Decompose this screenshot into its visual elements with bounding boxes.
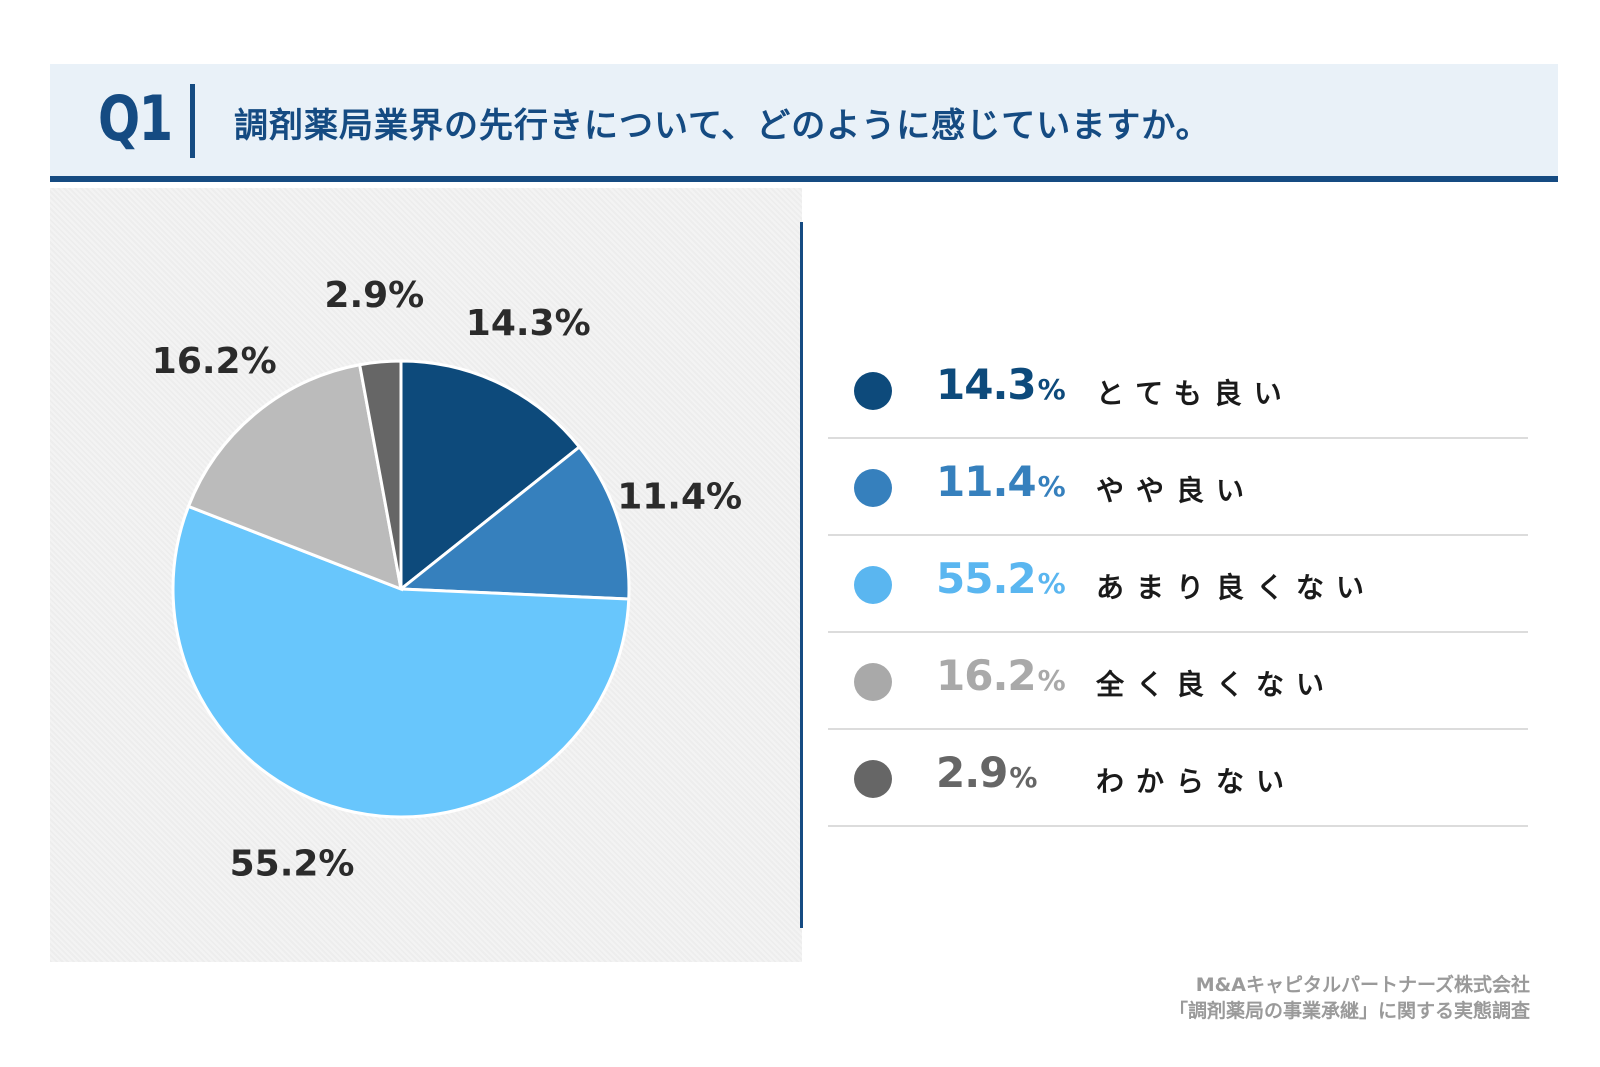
- legend-dot: [854, 372, 892, 410]
- pie-slice-somewhat-good: [396, 444, 631, 601]
- question-number: Q1: [98, 82, 173, 155]
- legend-label: あまり良くない: [1096, 571, 1377, 604]
- pie-slice-not-good: [171, 504, 631, 819]
- source-credit: M&Aキャピタルパートナーズ株式会社 「調剤薬局の事業承継」に関する実態調査: [1169, 972, 1530, 1024]
- legend-item: 14.3% とても良い: [828, 342, 1528, 439]
- question-text: 調剤薬局業界の先行きについて、どのように感じていますか。: [234, 106, 1211, 146]
- legend-label: とても良い: [1096, 377, 1294, 410]
- legend-value: 14.3%: [936, 360, 1066, 409]
- legend-dot: [854, 566, 892, 604]
- legend-unit: %: [1037, 567, 1066, 600]
- legend: 14.3% とても良い 11.4% やや良い 55.2% あまり良くない 16.…: [828, 342, 1528, 827]
- question-header: Q1 調剤薬局業界の先行きについて、どのように感じていますか。: [50, 64, 1558, 182]
- legend-number: 14.3: [936, 360, 1037, 409]
- pie-label-not-good-at-all: 16.2%: [152, 341, 277, 382]
- legend-number: 16.2: [936, 651, 1037, 700]
- legend-dot: [854, 760, 892, 798]
- legend-dot: [854, 469, 892, 507]
- legend-item: 11.4% やや良い: [828, 439, 1528, 536]
- pie-chart: 14.3% 11.4% 55.2% 16.2% 2.9%: [152, 275, 742, 884]
- legend-label: 全く良くない: [1096, 668, 1337, 701]
- legend-dot: [854, 663, 892, 701]
- source-survey: 「調剤薬局の事業承継」に関する実態調査: [1168, 1000, 1530, 1022]
- pie-label-somewhat-good: 11.4%: [617, 476, 742, 517]
- pie-slice-very-good: [399, 359, 582, 593]
- legend-number: 11.4: [936, 457, 1037, 506]
- legend-unit: %: [1037, 373, 1066, 406]
- pie-slice-not-good-at-all: [186, 363, 403, 592]
- legend-item: 2.9% わからない: [828, 730, 1528, 827]
- legend-item: 55.2% あまり良くない: [828, 536, 1528, 633]
- legend-value: 16.2%: [936, 651, 1066, 700]
- legend-unit: %: [1037, 664, 1066, 697]
- legend-value: 2.9%: [936, 748, 1037, 797]
- pie-label-very-good: 14.3%: [466, 303, 591, 344]
- pie-slice-unknown: [357, 359, 403, 590]
- legend-label: わからない: [1096, 765, 1297, 798]
- source-company: M&Aキャピタルパートナーズ株式会社: [1195, 974, 1530, 996]
- legend-value: 55.2%: [936, 554, 1066, 603]
- pie-label-unknown: 2.9%: [324, 275, 424, 316]
- legend-item: 16.2% 全く良くない: [828, 633, 1528, 730]
- legend-unit: %: [1009, 761, 1038, 794]
- legend-number: 55.2: [936, 554, 1037, 603]
- pie-label-not-good: 55.2%: [230, 843, 355, 884]
- legend-number: 2.9: [936, 748, 1008, 797]
- chart-panel: 14.3% 11.4% 55.2% 16.2% 2.9%: [50, 188, 802, 962]
- legend-value: 11.4%: [936, 457, 1066, 506]
- legend-label: やや良い: [1096, 474, 1257, 507]
- question-divider: [190, 84, 195, 158]
- legend-unit: %: [1037, 470, 1066, 503]
- chart-legend-divider: [800, 222, 803, 928]
